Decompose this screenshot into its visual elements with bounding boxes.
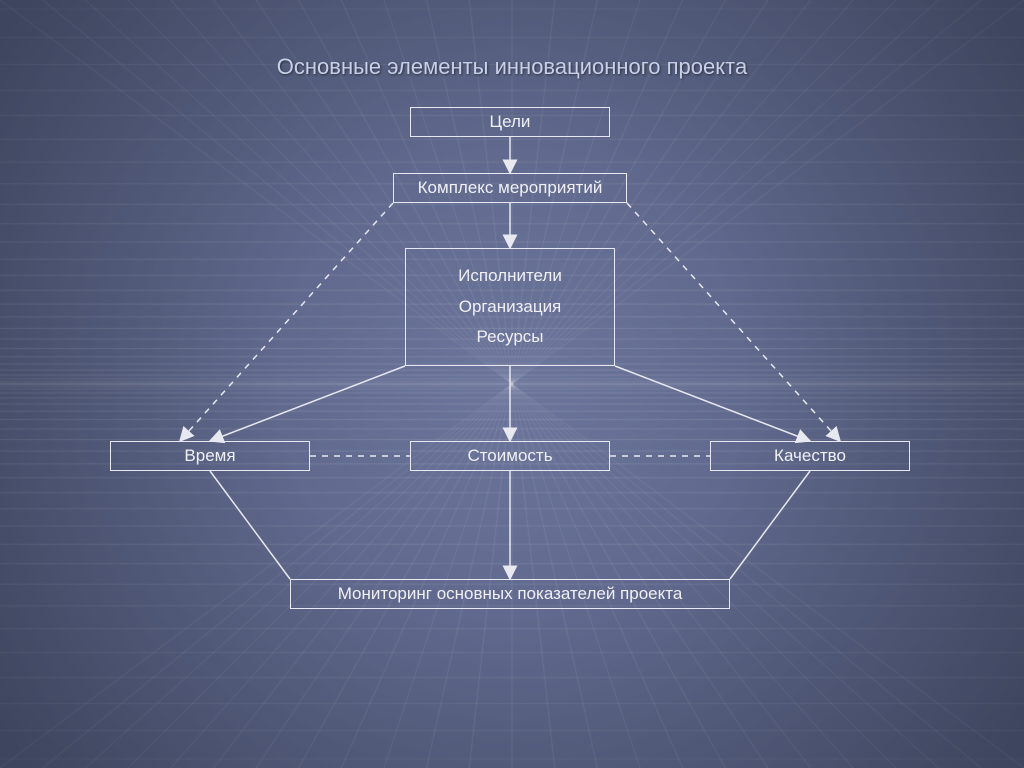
node-goals: Цели — [410, 107, 610, 137]
node-cost: Стоимость — [410, 441, 610, 471]
node-middle: ИсполнителиОрганизацияРесурсы — [405, 248, 615, 366]
node-middle-line: Исполнители — [458, 261, 562, 292]
node-time: Время — [110, 441, 310, 471]
node-middle-line: Ресурсы — [476, 322, 543, 353]
node-monitor: Мониторинг основных показателей проекта — [290, 579, 730, 609]
diagram-title: Основные элементы инновационного проекта — [0, 54, 1024, 80]
node-middle-line: Организация — [459, 292, 562, 323]
diagram-stage: Основные элементы инновационного проекта… — [0, 0, 1024, 768]
node-quality: Качество — [710, 441, 910, 471]
node-complex: Комплекс мероприятий — [393, 173, 627, 203]
